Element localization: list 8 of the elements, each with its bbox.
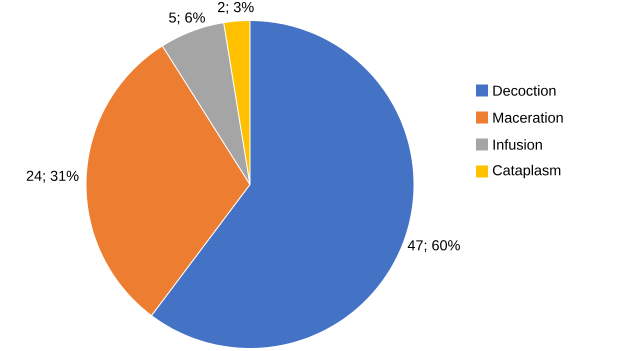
data-label: 5; 6% xyxy=(169,12,205,24)
data-label: 2; 3% xyxy=(218,2,254,14)
legend-label: Maceration xyxy=(493,112,563,123)
legend-label: Decoction xyxy=(493,84,556,96)
legend-label: Infusion xyxy=(494,138,542,150)
data-label: 47; 60% xyxy=(408,240,460,252)
legend-label: Cataplasm xyxy=(492,164,560,178)
data-label: 24; 31% xyxy=(26,170,79,182)
